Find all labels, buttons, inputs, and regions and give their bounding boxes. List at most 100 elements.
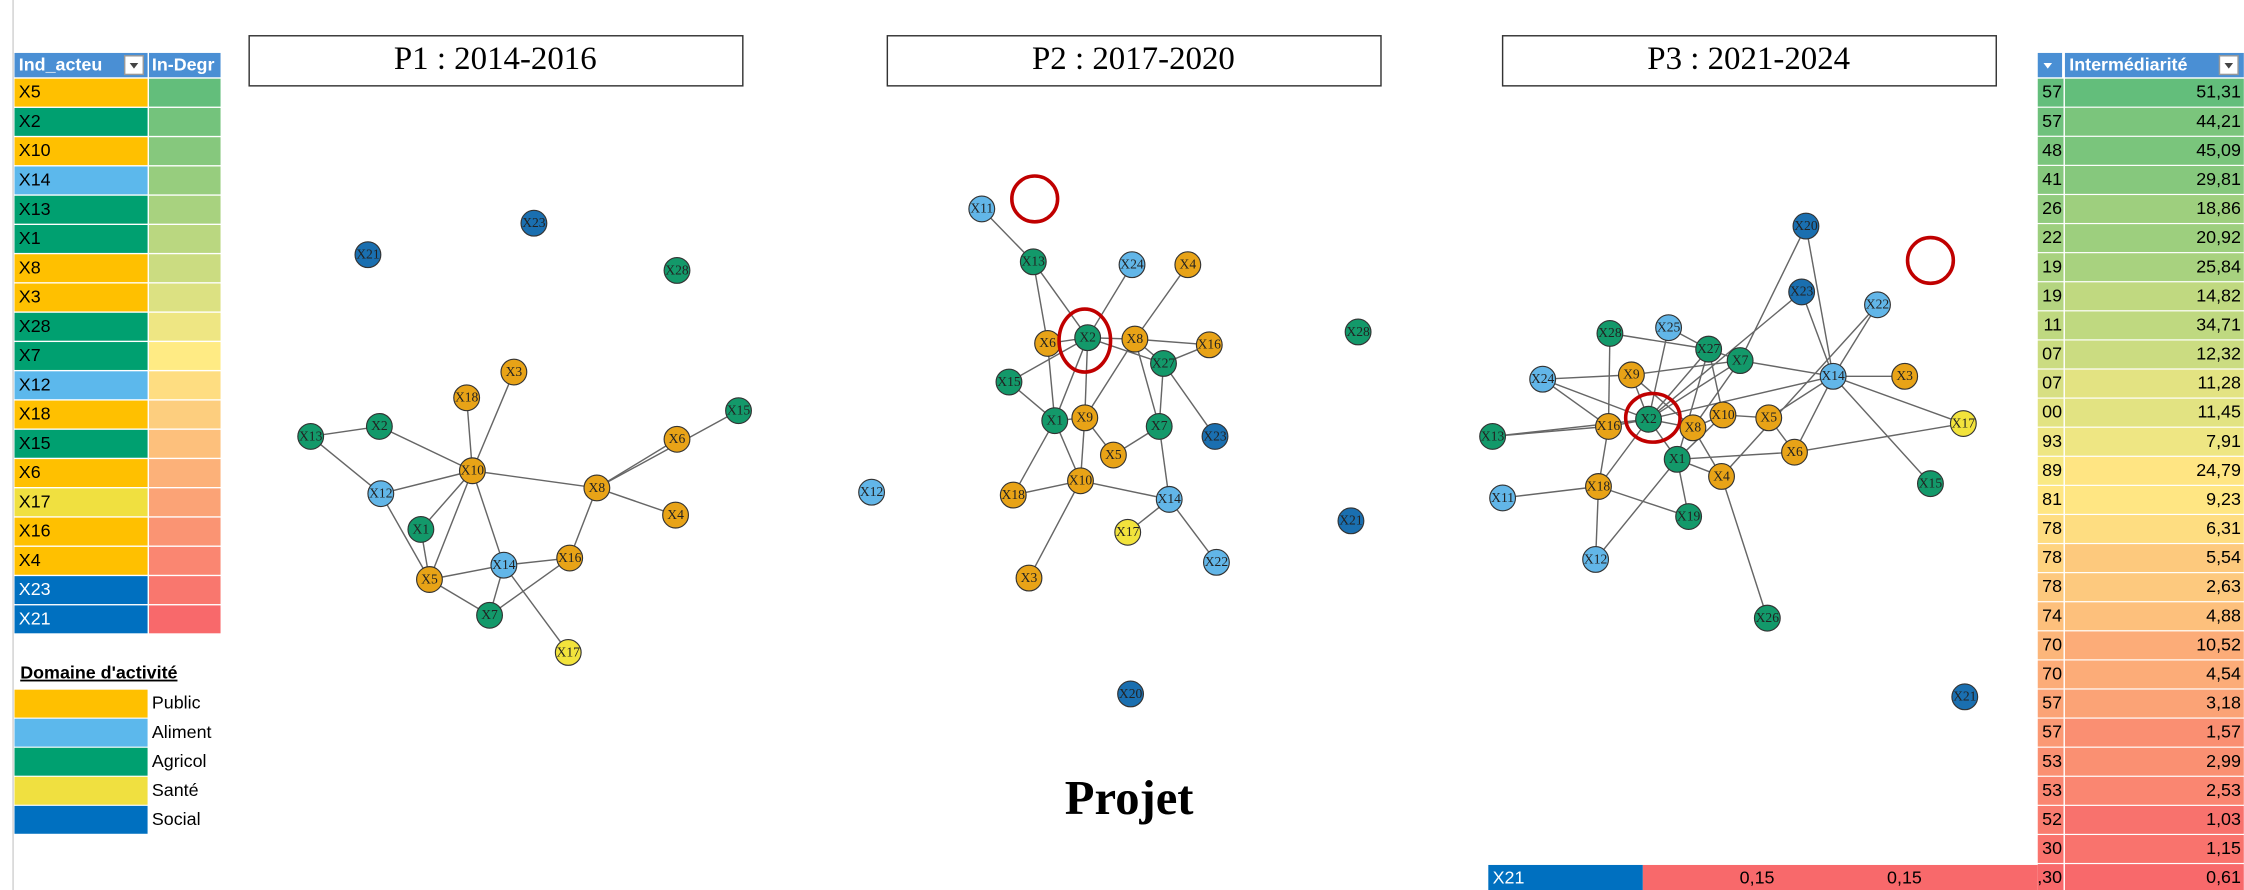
node [500, 358, 528, 386]
node-label: X17 [557, 644, 581, 659]
node [1582, 546, 1610, 573]
project-label: Projet [1065, 771, 1194, 825]
node [458, 457, 486, 485]
edge [1800, 291, 1834, 377]
partial-cell [2037, 631, 2064, 660]
node [1788, 278, 1816, 306]
highlight-circle [1905, 235, 1956, 286]
node [1099, 441, 1127, 469]
node-label: X16 [1198, 337, 1222, 352]
partial-value: 78 [2042, 547, 2062, 567]
filter-arrow [2224, 62, 2234, 69]
node [554, 639, 582, 666]
node-label: X14 [1158, 491, 1182, 506]
row-color [14, 254, 148, 283]
edge [380, 470, 473, 495]
node [407, 515, 435, 543]
node [968, 195, 996, 223]
node-label: X23 [1790, 284, 1814, 299]
centrality-value: 51,31 [2196, 82, 2241, 102]
partial-cell [2037, 573, 2064, 602]
value-cell [2064, 311, 2244, 340]
node-label: X5 [1105, 447, 1122, 462]
value-cell [2064, 544, 2244, 573]
edge [1631, 359, 1741, 376]
node [1337, 507, 1365, 535]
edge [1084, 338, 1136, 419]
node-label: X5 [1760, 410, 1777, 425]
edge [471, 470, 505, 566]
degree-cell [149, 371, 221, 400]
node [1117, 680, 1145, 708]
node-label: X27 [1697, 341, 1721, 356]
node-label: X8 [1685, 420, 1702, 435]
partial-cell [2037, 835, 2064, 863]
node-label: X25 [1657, 320, 1681, 335]
node [1489, 484, 1517, 512]
node-label: X9 [1623, 367, 1640, 382]
panel-title: P2 : 2017-2020 [1032, 41, 1235, 77]
node [1155, 485, 1183, 513]
value-cell [2064, 485, 2244, 514]
node [1755, 404, 1783, 432]
node-label: X28 [665, 262, 689, 277]
node-label: X15 [1919, 475, 1943, 490]
edge [1647, 327, 1670, 420]
edge [1793, 375, 1834, 453]
edge [1648, 348, 1710, 420]
edge [1542, 378, 1649, 420]
row-label: X10 [19, 140, 51, 160]
row-label: X15 [19, 433, 51, 453]
row-label: X14 [19, 170, 51, 190]
highlight-circle [1057, 307, 1113, 374]
node [1753, 604, 1781, 632]
partial-value: 57 [2042, 82, 2062, 102]
centrality-value: 20,92 [2196, 227, 2241, 247]
legend-label: Santé [152, 780, 199, 800]
partial-value: 07 [2042, 373, 2062, 393]
node [365, 412, 393, 440]
partial-value: 53 [2042, 751, 2062, 771]
centrality-value: 5,54 [2206, 547, 2241, 567]
node [1201, 422, 1229, 450]
node-label: X3 [1896, 368, 1913, 383]
node [1585, 473, 1612, 500]
edge [471, 371, 515, 472]
node-label: X28 [1346, 324, 1370, 339]
edge [596, 410, 739, 489]
node [663, 256, 691, 284]
edge [1630, 374, 1694, 429]
degree-cell [149, 283, 221, 312]
row-color [1488, 864, 1643, 890]
partial-value: 81 [2042, 489, 2062, 509]
partial-cell [2037, 78, 2064, 107]
degree-cell [149, 400, 221, 429]
node-label: X8 [1127, 331, 1144, 346]
value-cell [2064, 805, 2244, 834]
row-label: X28 [19, 316, 51, 336]
node [1479, 422, 1507, 450]
node [1949, 410, 1977, 437]
edge [1832, 304, 1879, 377]
partial-cell [2037, 456, 2064, 485]
edge [1008, 337, 1089, 383]
node [1951, 683, 1979, 711]
node-label: X20 [1119, 686, 1143, 701]
partial-value: 93 [2042, 431, 2062, 451]
partial-value: 00 [2042, 402, 2062, 422]
row-color [14, 225, 148, 253]
partial-cell [2037, 224, 2064, 253]
partial-value: 19 [2042, 285, 2062, 305]
node [1019, 248, 1047, 276]
centrality-value: 11,28 [2198, 373, 2241, 393]
node [1695, 335, 1723, 363]
cell-value: 0,15 [1887, 867, 1922, 887]
partial-cell [2037, 282, 2064, 311]
partial-cell [2037, 195, 2064, 223]
node-label: X22 [1205, 554, 1229, 569]
partial-cell [2037, 602, 2064, 631]
node-label: X1 [1669, 451, 1686, 466]
node-label: X10 [461, 463, 485, 478]
edge [1607, 333, 1611, 427]
node-label: X18 [1587, 478, 1611, 493]
